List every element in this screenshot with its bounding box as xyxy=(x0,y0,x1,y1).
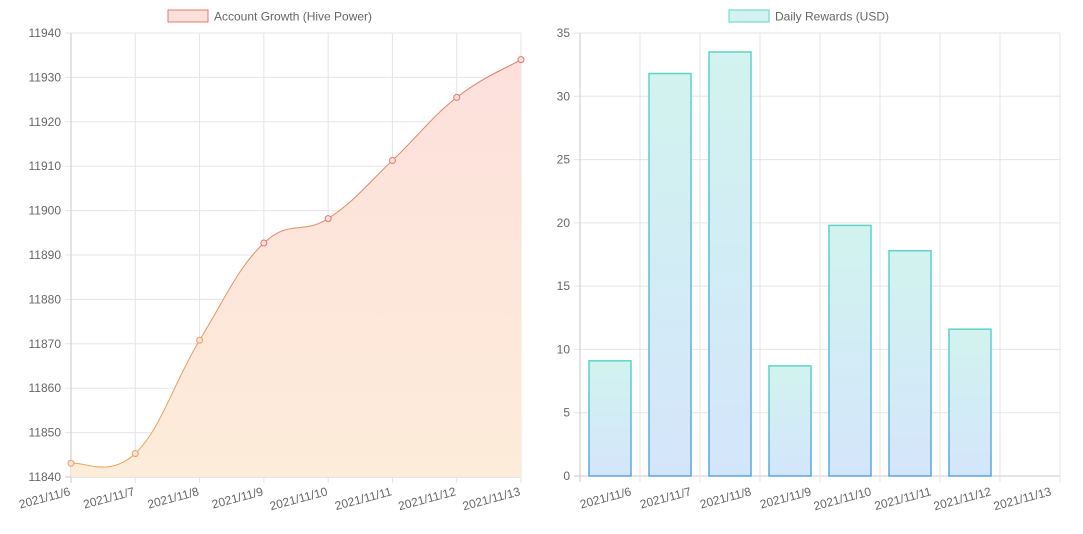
left-y-tick-labels: 11840 11850 11860 11870 11880 11890 11900 11910… xyxy=(29,26,62,484)
left-y-tick-label: 11910 xyxy=(29,159,62,173)
right-x-tick-label: 2021/11/11 xyxy=(873,484,933,513)
account-growth-point[interactable] xyxy=(517,56,525,64)
right-y-tick-label: 25 xyxy=(557,153,571,167)
right-x-tick-label: 2021/11/9 xyxy=(758,484,813,511)
account-growth-point[interactable] xyxy=(67,459,75,467)
left-legend-swatch xyxy=(167,9,209,23)
left-x-tick-labels: 2021/11/6 2021/11/7 2021/11/8 2021/11/9 2021… xyxy=(17,484,522,513)
daily-rewards-bar[interactable] xyxy=(888,249,932,477)
left-x-tick-label: 2021/11/13 xyxy=(461,484,522,513)
account-growth-point[interactable] xyxy=(388,156,396,164)
account-growth-line xyxy=(70,59,522,468)
account-growth-chart: 11840 11850 11860 11870 11880 11890 11900 11910… xyxy=(17,9,525,513)
left-x-tick-label: 2021/11/6 xyxy=(17,484,72,511)
right-legend-label: Daily Rewards (USD) xyxy=(775,10,889,24)
right-x-tick-label: 2021/11/12 xyxy=(932,484,993,513)
right-y-tick-label: 10 xyxy=(557,342,571,356)
left-y-tick-label: 11870 xyxy=(29,337,62,351)
right-y-tick-labels: 0 5 10 15 20 25 30 35 xyxy=(557,26,571,483)
left-x-tick-label: 2021/11/12 xyxy=(397,484,458,513)
left-y-tick-label: 11850 xyxy=(29,426,62,440)
right-y-tick-label: 20 xyxy=(557,216,571,230)
right-y-tick-label: 5 xyxy=(563,406,570,420)
left-y-tick-label: 11860 xyxy=(29,381,62,395)
daily-rewards-bar[interactable] xyxy=(588,360,632,477)
left-x-tick-label: 2021/11/8 xyxy=(146,484,201,511)
daily-rewards-bar[interactable] xyxy=(828,224,872,477)
left-legend-label: Account Growth (Hive Power) xyxy=(214,10,372,24)
right-legend[interactable]: Daily Rewards (USD) xyxy=(728,9,889,24)
right-y-tick-label: 15 xyxy=(557,279,571,293)
account-growth-point[interactable] xyxy=(324,215,332,223)
left-y-tick-label: 11930 xyxy=(29,70,62,84)
left-y-tick-label: 11890 xyxy=(29,248,62,262)
right-legend-swatch xyxy=(728,9,770,23)
daily-rewards-bar[interactable] xyxy=(708,51,752,477)
right-x-tick-label: 2021/11/8 xyxy=(698,484,753,511)
daily-rewards-bar[interactable] xyxy=(768,365,812,477)
right-y-tick-label: 35 xyxy=(557,26,571,40)
account-growth-point[interactable] xyxy=(196,336,204,344)
right-x-tick-label: 2021/11/7 xyxy=(638,484,693,511)
daily-rewards-bars xyxy=(588,51,992,477)
right-y-tick-label: 30 xyxy=(557,89,571,103)
left-x-tick-label: 2021/11/9 xyxy=(210,484,265,511)
account-growth-point[interactable] xyxy=(453,93,461,101)
left-x-tick-label: 2021/11/7 xyxy=(82,484,137,511)
left-x-tick-label: 2021/11/10 xyxy=(268,484,329,513)
right-x-tick-label: 2021/11/10 xyxy=(812,484,873,513)
left-y-tick-label: 11840 xyxy=(29,470,62,484)
daily-rewards-bar[interactable] xyxy=(648,72,692,477)
daily-rewards-bar[interactable] xyxy=(948,328,992,477)
right-x-tick-labels: 2021/11/6 2021/11/7 2021/11/8 2021/11/9 2021… xyxy=(578,484,1053,513)
left-y-tick-label: 11940 xyxy=(29,26,62,40)
left-y-tick-label: 11900 xyxy=(29,204,62,218)
left-legend[interactable]: Account Growth (Hive Power) xyxy=(167,9,372,24)
left-x-tick-label: 2021/11/11 xyxy=(333,484,393,513)
right-x-tick-label: 2021/11/6 xyxy=(578,484,633,511)
account-growth-point[interactable] xyxy=(260,239,268,247)
left-y-tick-label: 11920 xyxy=(29,115,62,129)
right-x-tick-label: 2021/11/13 xyxy=(992,484,1053,513)
account-growth-area xyxy=(71,59,521,477)
account-growth-point[interactable] xyxy=(131,449,139,457)
right-y-tick-label: 0 xyxy=(563,469,570,483)
left-y-tick-label: 11880 xyxy=(29,292,62,306)
account-growth-points xyxy=(67,56,525,467)
